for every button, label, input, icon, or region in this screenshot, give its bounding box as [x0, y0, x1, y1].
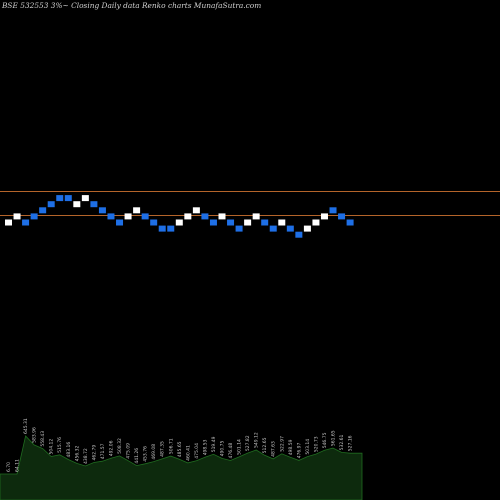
volume-label: 546.75	[322, 432, 328, 448]
renko-brick-down	[98, 207, 106, 214]
volume-label: 506.71	[168, 438, 174, 454]
renko-brick-down	[30, 213, 38, 220]
renko-brick-up	[13, 213, 21, 220]
volume-area	[0, 435, 363, 500]
volume-label: 441.26	[134, 448, 140, 464]
renko-brick-up	[278, 219, 286, 226]
renko-brick-down	[269, 225, 277, 232]
renko-brick-up	[320, 213, 328, 220]
renko-brick-up	[244, 219, 252, 226]
renko-bricks	[5, 195, 354, 238]
volume-label: 515.76	[57, 437, 63, 453]
volume-label: 487.63	[271, 441, 277, 457]
volume-label: 504.12	[49, 439, 55, 455]
renko-brick-down	[22, 219, 30, 226]
volume-label: 476.48	[228, 443, 234, 459]
renko-brick-down	[286, 225, 294, 232]
renko-brick-up	[124, 213, 132, 220]
renko-brick-down	[150, 219, 158, 226]
renko-brick-up	[312, 219, 320, 226]
volume-label: 558.43	[40, 431, 46, 447]
volume-label: 483.16	[66, 442, 72, 458]
volume-label: 532.61	[339, 435, 345, 451]
volume-label: 469.08	[151, 444, 157, 460]
renko-brick-up	[218, 213, 226, 220]
volume-label: 453.76	[143, 446, 149, 462]
renko-brick-down	[158, 225, 166, 232]
volume-label: 522.97	[279, 436, 285, 452]
volume-label: 503.14	[305, 439, 311, 455]
renko-brick-down	[338, 213, 346, 220]
volume-label: 6.70	[6, 462, 12, 472]
chart-title: BSE 532553 3%~ Closing Daily data Renko …	[2, 1, 262, 10]
renko-brick-down	[90, 201, 98, 208]
renko-brick-down	[56, 195, 64, 202]
renko-brick-up	[303, 225, 311, 232]
renko-brick-down	[107, 213, 115, 220]
volume-label: 519.49	[211, 436, 217, 452]
volume-label: 438.72	[83, 448, 89, 464]
volume-label: 462.79	[91, 445, 97, 461]
renko-brick-down	[295, 231, 303, 238]
renko-brick-up	[81, 195, 89, 202]
renko-brick-up	[133, 207, 141, 214]
volume-label: 64.11	[15, 459, 21, 472]
renko-brick-down	[329, 207, 337, 214]
renko-brick-down	[141, 213, 149, 220]
volume-label: 475.04	[194, 443, 200, 459]
volume-label: 501.14	[237, 439, 243, 455]
renko-brick-down	[227, 219, 235, 226]
volume-label: 520.73	[313, 436, 319, 452]
volume-label: 475.09	[126, 443, 132, 459]
volume-fill	[0, 435, 363, 500]
volume-label: 512.65	[262, 437, 268, 453]
volume-label: 645.31	[23, 418, 29, 434]
volume-label: 508.32	[117, 438, 123, 454]
volume-label: 498.53	[202, 439, 208, 455]
renko-brick-down	[235, 225, 243, 232]
volume-label: 487.35	[160, 441, 166, 457]
renko-brick-down	[201, 213, 209, 220]
volume-label: 549.12	[254, 432, 260, 448]
renko-brick-down	[261, 219, 269, 226]
volume-label: 561.65	[331, 430, 337, 446]
volume-label: 471.57	[100, 443, 106, 459]
renko-brick-up	[5, 219, 12, 226]
renko-brick-down	[346, 219, 354, 226]
volume-label: 456.32	[74, 446, 80, 462]
volume-label: 498.59	[288, 439, 294, 455]
renko-brick-down	[209, 219, 217, 226]
volume-label: 527.16	[348, 435, 354, 451]
renko-brick-up	[175, 219, 183, 226]
renko-brick-up	[184, 213, 192, 220]
renko-brick-up	[73, 201, 81, 208]
volume-label: 583.96	[32, 427, 38, 443]
renko-brick-up	[252, 213, 260, 220]
renko-brick-down	[116, 219, 124, 226]
volume-label: 460.41	[185, 445, 191, 461]
volume-label: 476.97	[296, 443, 302, 459]
volume-label: 492.06	[109, 440, 115, 456]
renko-brick-down	[167, 225, 175, 232]
renko-brick-down	[39, 207, 47, 214]
reference-lines	[0, 191, 500, 216]
renko-brick-down	[47, 201, 55, 208]
volume-label: 527.82	[245, 435, 251, 451]
renko-brick-up	[192, 207, 200, 214]
volume-label: 490.75	[220, 441, 226, 457]
volume-label: 485.65	[177, 441, 183, 457]
renko-brick-down	[64, 195, 72, 202]
